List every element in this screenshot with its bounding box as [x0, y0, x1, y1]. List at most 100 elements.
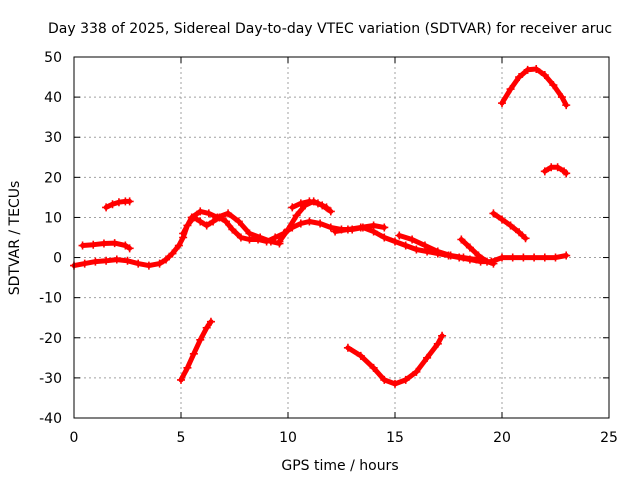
data-point [523, 65, 532, 74]
series-arc-noon-high [288, 197, 331, 212]
data-point [562, 169, 571, 178]
series-line [345, 333, 445, 387]
y-tick-label: -30 [39, 371, 62, 387]
data-point [189, 349, 198, 358]
data-point [483, 257, 492, 266]
data-point [168, 249, 177, 258]
grid-lines [74, 57, 609, 418]
data-point [125, 244, 134, 253]
plot-frame [73, 56, 610, 419]
data-point [187, 213, 196, 222]
data-point [530, 253, 539, 262]
data-point [380, 223, 389, 232]
data-point [177, 375, 185, 384]
data-point [506, 85, 515, 94]
x-tick-label: 10 [279, 430, 297, 446]
data-point [183, 363, 192, 372]
data-point [144, 261, 153, 270]
data-point [343, 343, 352, 352]
data-point [110, 239, 119, 248]
data-point [245, 229, 254, 238]
data-point [562, 251, 571, 260]
data-point [114, 198, 123, 207]
data-point [498, 215, 506, 224]
data-point [80, 259, 89, 268]
data-point [112, 255, 121, 264]
data-point [343, 225, 352, 234]
data-point [412, 245, 421, 254]
data-point [401, 241, 410, 250]
data-point [288, 203, 297, 212]
data-point [322, 203, 331, 212]
series-arc-early [78, 239, 134, 253]
y-tick-label: 20 [44, 170, 62, 186]
data-point [284, 225, 292, 234]
data-point [401, 375, 410, 384]
data-point [506, 221, 515, 230]
data-point [91, 257, 100, 266]
data-point [472, 255, 481, 264]
data-point [174, 241, 183, 250]
data-point [313, 199, 322, 208]
y-tick-label: -10 [39, 291, 62, 307]
data-point [331, 227, 340, 236]
data-point [108, 200, 117, 209]
data-point [380, 375, 389, 384]
data-point [179, 229, 188, 238]
data-point [540, 167, 549, 176]
series-arc-late-2 [457, 235, 498, 268]
data-point [391, 379, 399, 388]
data-point [474, 251, 483, 260]
series-arc-late [395, 231, 481, 264]
data-point [519, 253, 528, 262]
data-point [256, 233, 265, 242]
data-point [489, 209, 498, 218]
data-point [423, 353, 432, 362]
data-point [266, 237, 275, 246]
data-point [457, 235, 466, 244]
x-tick-label: 5 [177, 430, 186, 446]
axis-ticks: 0 5 10 15 20 25 -40 -30 -20 -10 0 10 20 30 40 50 [39, 50, 618, 446]
data-point [369, 221, 378, 230]
data-point [206, 317, 215, 326]
data-point [549, 81, 558, 90]
data-point [292, 211, 301, 220]
data-point [540, 253, 549, 262]
data-point [459, 253, 468, 262]
y-tick-label: 10 [44, 210, 62, 226]
x-axis-label: GPS time / hours [281, 458, 398, 474]
data-point [155, 259, 164, 268]
data-point [202, 221, 211, 230]
data-point [275, 237, 284, 246]
data-point [125, 197, 134, 206]
y-tick-label: -20 [39, 331, 62, 347]
chart-title: Day 338 of 2025, Sidereal Day-to-day VTE… [48, 21, 612, 37]
data-point [515, 73, 524, 82]
data-point [498, 253, 506, 262]
data-point [236, 233, 245, 242]
series-arc-evening [489, 209, 530, 243]
x-tick-label: 0 [70, 430, 79, 446]
data-point [433, 339, 442, 348]
data-point [532, 65, 541, 74]
data-point [562, 101, 571, 110]
data-point [508, 253, 517, 262]
data-point [228, 225, 237, 234]
data-point [102, 203, 111, 212]
data-point [369, 363, 378, 372]
data-point [196, 217, 205, 226]
series-arc-dip [343, 331, 447, 388]
data-point [465, 243, 474, 252]
data-point [305, 217, 314, 226]
data-point [380, 233, 389, 242]
series-line [542, 164, 569, 176]
data-point [326, 223, 335, 232]
data-point [209, 217, 218, 226]
data-point [162, 255, 171, 264]
series-arc-main [70, 213, 571, 270]
data-point [498, 99, 506, 108]
series-line [499, 66, 569, 108]
data-point [134, 259, 143, 268]
data-point [213, 213, 222, 222]
